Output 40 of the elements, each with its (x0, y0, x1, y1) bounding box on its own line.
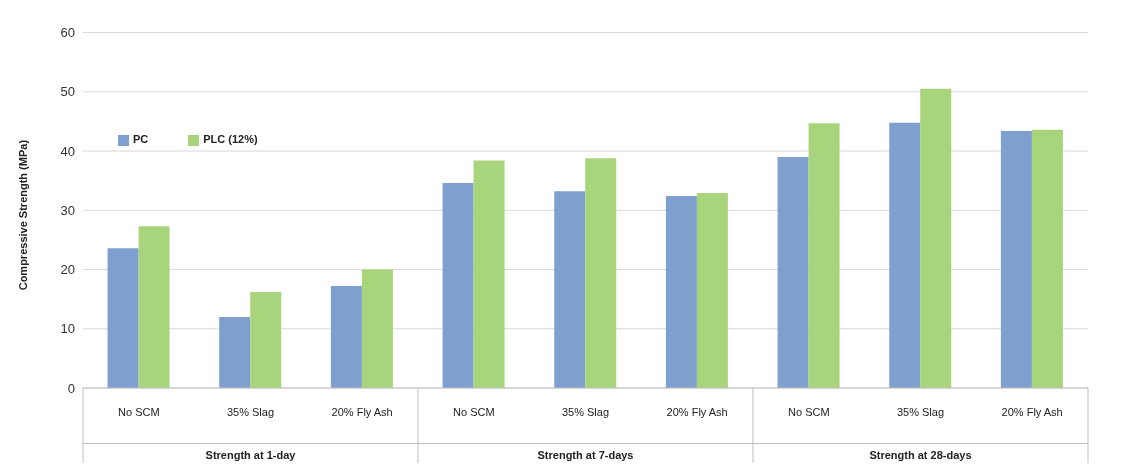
bar (138, 226, 170, 388)
bar (107, 248, 139, 388)
text: Strength at 7-days (537, 449, 634, 461)
bar (442, 183, 474, 388)
x-tick-label: 35% Slag (226, 405, 275, 418)
y-axis-title: Compressive Strength (MPa) (16, 139, 29, 291)
y-tick-label: 50 (60, 84, 75, 100)
bar (250, 292, 282, 388)
bar (808, 123, 840, 388)
text: Strength at 1-day (205, 449, 297, 461)
x-tick-label: No SCM (118, 405, 160, 418)
bar (1000, 130, 1032, 388)
bar (330, 286, 362, 388)
y-tick-label: 0 (67, 380, 75, 396)
bar (1031, 129, 1063, 388)
bar (920, 88, 952, 388)
y-tick-label: 10 (60, 321, 75, 337)
x-tick-label: 20% Fly Ash (1001, 405, 1063, 418)
x-tick-label: 35% Slag (896, 405, 945, 418)
x-tick-label: No SCM (788, 405, 830, 418)
legend-label: PC (133, 133, 149, 145)
y-tick-label: 20 (60, 262, 75, 278)
x-tick-label: No SCM (453, 405, 495, 418)
bar (696, 193, 728, 388)
bar (219, 316, 251, 388)
bar (473, 160, 505, 388)
y-tick-label: 60 (60, 25, 75, 41)
y-tick-label: 40 (60, 143, 75, 159)
x-tick-label: 20% Fly Ash (666, 405, 728, 418)
x-tick-label: 20% Fly Ash (331, 405, 393, 418)
text: Strength at 28-days (869, 449, 972, 461)
legend-label: PLC (12%) (203, 133, 258, 145)
bar (889, 122, 921, 388)
bar (361, 269, 393, 388)
x-tick-label: 35% Slag (561, 405, 610, 418)
bar (777, 156, 809, 388)
y-tick-label: 30 (60, 202, 75, 218)
bar (554, 191, 586, 388)
bar (585, 158, 617, 388)
bar (665, 196, 697, 388)
